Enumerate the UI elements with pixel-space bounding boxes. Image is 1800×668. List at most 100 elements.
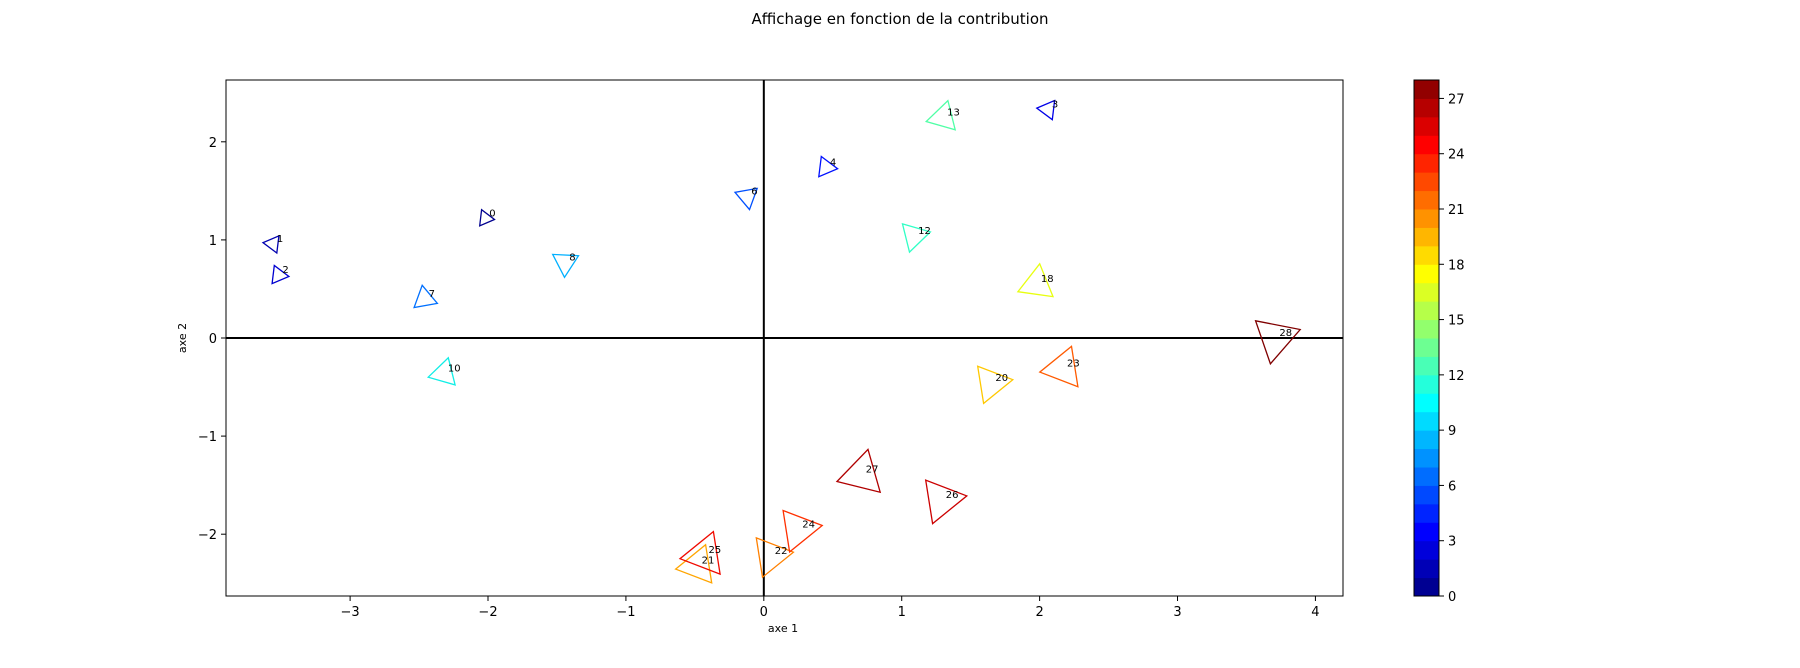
point-marker-12 [901, 222, 932, 254]
colorbar-band [1414, 356, 1439, 376]
y-tick-label: −1 [198, 430, 217, 445]
point-label-12: 12 [918, 226, 931, 237]
x-axis: −3 −2 −1 0 1 2 3 4 [341, 596, 1320, 620]
colorbar-tick-label: 21 [1448, 203, 1465, 218]
colorbar-band [1414, 319, 1439, 339]
colorbar-tick-label: 27 [1448, 92, 1465, 107]
colorbar-band [1414, 172, 1439, 192]
point-label-13: 13 [947, 107, 960, 118]
colorbar-band [1414, 559, 1439, 579]
colorbar-band [1414, 540, 1439, 560]
colorbar: 0 3 6 9 12 15 18 21 24 27 [1413, 79, 1465, 605]
point-marker-26 [924, 479, 969, 525]
y-tick-label: −2 [198, 528, 217, 543]
colorbar-band [1414, 209, 1439, 228]
point-marker-8 [551, 253, 580, 279]
colorbar-band [1414, 485, 1439, 505]
point-marker-22 [755, 536, 795, 579]
x-tick-label: 3 [1173, 605, 1181, 620]
point-label-24: 24 [802, 519, 815, 530]
colorbar-band [1414, 153, 1439, 173]
x-tick-label: 4 [1311, 605, 1319, 620]
y-axis: −2 −1 0 1 2 [198, 136, 226, 543]
colorbar-tick-label: 3 [1448, 535, 1456, 550]
colorbar-band [1414, 448, 1439, 468]
colorbar-band [1414, 374, 1439, 394]
point-label-10: 10 [448, 363, 461, 374]
point-label-8: 8 [569, 252, 575, 263]
point-label-23: 23 [1067, 358, 1080, 369]
point-marker-7 [413, 284, 439, 309]
point-marker-1 [261, 234, 280, 255]
x-axis-label: axe 1 [768, 622, 798, 635]
colorbar-band [1414, 80, 1439, 99]
x-tick-label: 0 [760, 605, 768, 620]
colorbar-tick-label: 9 [1448, 424, 1456, 439]
colorbar-band [1414, 301, 1439, 321]
colorbar-band [1414, 577, 1439, 597]
point-marker-0 [478, 208, 496, 227]
colorbar-band [1414, 282, 1439, 302]
point-label-6: 6 [751, 187, 757, 198]
colorbar-band [1414, 245, 1439, 265]
colorbar-tick-label: 15 [1448, 314, 1465, 329]
colorbar-band [1414, 190, 1439, 210]
point-label-28: 28 [1279, 328, 1292, 339]
point-marker-21 [674, 543, 713, 584]
point-marker-24 [782, 509, 824, 554]
colorbar-band [1414, 393, 1439, 413]
colorbar-tick-label: 18 [1448, 258, 1465, 273]
x-tick-label: −1 [616, 605, 635, 620]
point-marker-13 [924, 99, 957, 131]
colorbar-band [1414, 264, 1439, 284]
point-label-4: 4 [830, 157, 836, 168]
point-label-21: 21 [702, 556, 715, 567]
point-marker-6 [733, 187, 759, 211]
point-marker-23 [1038, 345, 1079, 388]
point-label-26: 26 [946, 490, 959, 501]
point-marker-28 [1254, 319, 1302, 366]
point-label-2: 2 [282, 265, 288, 276]
point-label-22: 22 [775, 546, 788, 557]
point-label-25: 25 [709, 545, 722, 556]
point-marker-10 [426, 356, 457, 386]
point-label-7: 7 [429, 289, 435, 300]
y-tick-label: 1 [209, 234, 217, 249]
x-tick-label: −2 [478, 605, 497, 620]
y-tick-label: 2 [209, 136, 217, 151]
x-tick-label: −3 [341, 605, 360, 620]
colorbar-band [1414, 503, 1439, 523]
colorbar-tick-label: 6 [1448, 479, 1456, 494]
x-tick-label: 2 [1035, 605, 1043, 620]
point-marker-25 [678, 530, 721, 576]
colorbar-band [1414, 411, 1439, 431]
colorbar-tick-label: 12 [1448, 369, 1465, 384]
y-axis-label: axe 2 [176, 323, 189, 353]
point-marker-18 [1016, 262, 1055, 298]
point-marker-27 [835, 448, 882, 494]
chart-title: Affichage en fonction de la contribution [752, 10, 1049, 28]
point-marker-3 [1035, 99, 1056, 121]
point-label-27: 27 [866, 464, 879, 475]
colorbar-band [1414, 135, 1439, 155]
colorbar-frame [1413, 79, 1440, 597]
colorbar-tick-label: 0 [1448, 590, 1456, 605]
colorbar-band [1414, 467, 1439, 486]
colorbar-band [1414, 338, 1439, 357]
y-tick-label: 0 [209, 332, 217, 347]
colorbar-band [1414, 98, 1439, 118]
point-label-1: 1 [277, 234, 283, 245]
point-marker-20 [976, 365, 1015, 405]
colorbar-band [1414, 227, 1439, 247]
colorbar-band [1414, 116, 1439, 136]
point-label-0: 0 [489, 208, 495, 219]
point-marker-2 [271, 264, 291, 285]
point-label-3: 3 [1052, 99, 1058, 110]
point-marker-4 [818, 155, 839, 178]
x-tick-label: 1 [898, 605, 906, 620]
colorbar-tick-label: 24 [1448, 148, 1465, 163]
point-label-20: 20 [995, 373, 1008, 384]
colorbar-band [1414, 522, 1439, 542]
